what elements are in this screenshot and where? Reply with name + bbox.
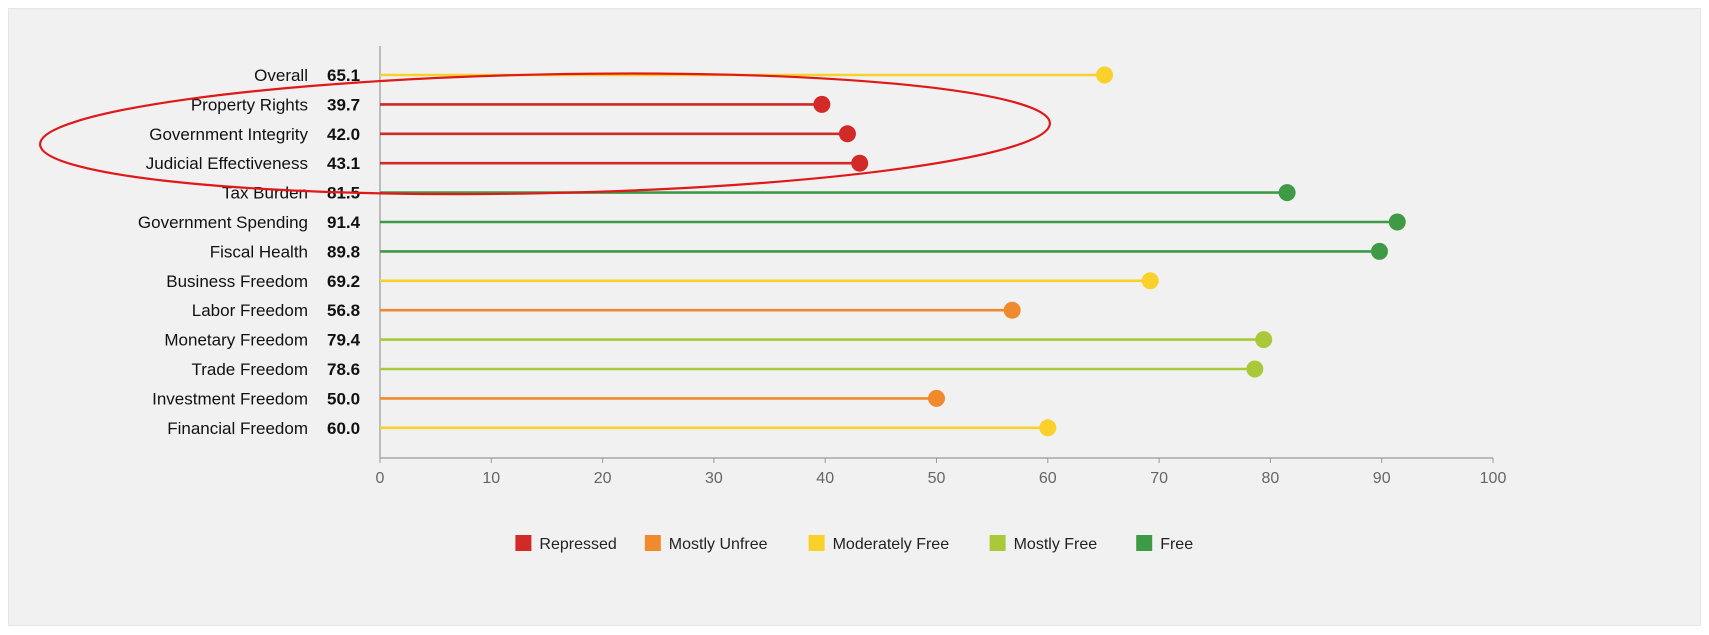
category-labels: Overall 65.1 Property Rights 39.7 Government… [138,66,361,438]
value-label-government-spending: 91.4 [327,213,361,232]
value-label-fiscal-health: 89.8 [327,242,360,261]
lollipop-dot-monetary-freedom [1255,331,1273,349]
lollipop-dot-judicial-effectiveness [851,154,869,172]
category-label-property-rights: Property Rights [191,95,308,114]
x-tick-label: 20 [594,470,612,487]
highlight-ellipse [39,72,1051,196]
lollipop-dot-government-spending [1388,213,1406,231]
legend-swatch-mostly-unfree [644,535,661,551]
value-label-business-freedom: 69.2 [327,272,360,291]
x-tick-label: 90 [1373,470,1391,487]
x-tick-label: 70 [1150,470,1168,487]
value-label-labor-freedom: 56.8 [327,301,360,320]
lollipop-dot-government-integrity [838,125,856,143]
category-label-judicial-effectiveness: Judicial Effectiveness [146,154,308,173]
highlight-annotation [39,72,1051,196]
legend-label-free: Free [1160,536,1193,553]
legend-label-repressed: Repressed [539,536,616,553]
x-tick-label: 10 [482,470,500,487]
category-label-fiscal-health: Fiscal Health [210,242,308,261]
category-label-labor-freedom: Labor Freedom [192,301,308,320]
x-tick-label: 60 [1039,470,1057,487]
value-label-overall: 65.1 [327,66,360,85]
value-label-monetary-freedom: 79.4 [327,331,361,350]
category-label-business-freedom: Business Freedom [166,272,308,291]
x-tick-labels: 0 10 20 30 40 50 60 70 80 90 100 [376,470,1507,487]
x-tick-label: 0 [376,470,385,487]
x-tick-label: 100 [1480,470,1507,487]
lollipop-dot-financial-freedom [1039,419,1057,437]
x-tick-label: 80 [1262,470,1280,487]
value-label-trade-freedom: 78.6 [327,360,360,379]
legend-label-mostly-unfree: Mostly Unfree [669,536,768,553]
lollipop-dot-fiscal-health [1370,242,1388,260]
legend-swatch-mostly-free [989,535,1006,551]
lollipop-dot-property-rights [813,95,831,113]
x-tick-label: 40 [816,470,834,487]
legend: Repressed Mostly Unfree Moderately Free Mos… [515,535,1193,553]
value-label-investment-freedom: 50.0 [327,389,360,408]
lollipop-dot-investment-freedom [928,389,945,407]
value-label-government-integrity: 42.0 [327,125,360,144]
x-tick-label: 50 [928,470,946,487]
lollipop-dot-trade-freedom [1246,360,1264,378]
legend-swatch-repressed [515,535,532,551]
category-label-government-spending: Government Spending [138,213,308,232]
value-label-financial-freedom: 60.0 [327,419,360,438]
lollipop-dot-labor-freedom [1003,301,1021,319]
x-tick-label: 30 [705,470,723,487]
value-label-judicial-effectiveness: 43.1 [327,154,360,173]
legend-swatch-free [1136,535,1153,551]
category-label-trade-freedom: Trade Freedom [191,360,308,379]
category-label-monetary-freedom: Monetary Freedom [164,331,308,350]
chart-frame [8,8,1701,626]
category-label-financial-freedom: Financial Freedom [167,419,308,438]
legend-swatch-moderately-free [808,535,825,551]
lollipop-dot-tax-burden [1278,184,1296,202]
category-label-investment-freedom: Investment Freedom [152,389,308,408]
lollipop-series [380,66,1406,437]
legend-label-mostly-free: Mostly Free [1014,536,1098,553]
lollipop-dot-overall [1096,66,1114,84]
value-label-property-rights: 39.7 [327,95,360,114]
legend-label-moderately-free: Moderately Free [833,536,950,553]
category-label-government-integrity: Government Integrity [149,125,308,144]
category-label-overall: Overall [254,66,308,85]
lollipop-dot-business-freedom [1141,272,1159,290]
